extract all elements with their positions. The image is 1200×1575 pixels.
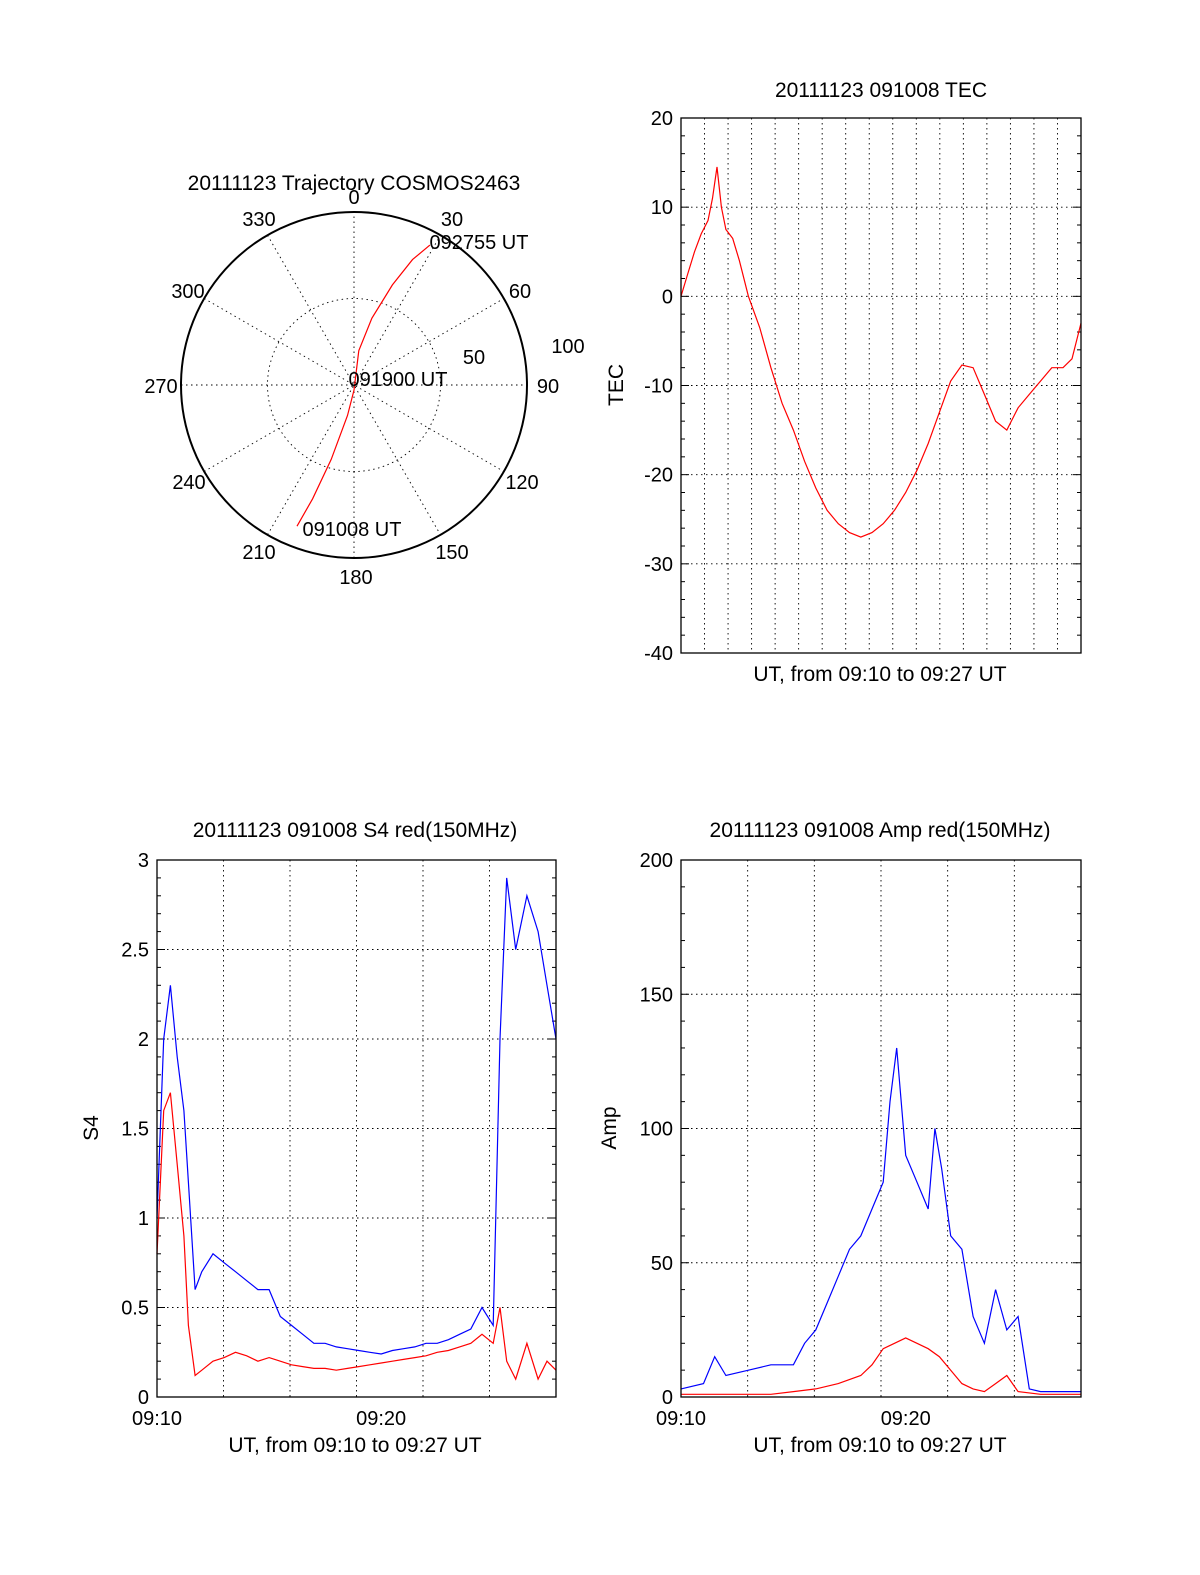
polar-angle-label-120: 120 <box>505 472 538 494</box>
tec-x-label: UT, from 09:10 to 09:27 UT <box>753 663 1006 686</box>
s4-x-label: UT, from 09:10 to 09:27 UT <box>228 1434 481 1457</box>
s4-series-red-line <box>156 1092 557 1381</box>
amp-ytick-label: 0 <box>662 1387 673 1409</box>
s4-ytick-label: 0.5 <box>121 1298 149 1320</box>
s4-series-blue-line <box>156 877 557 1355</box>
polar-grid <box>181 212 527 558</box>
tec-title: 20111123 091008 TEC <box>775 79 987 102</box>
tec-ytick-label: 20 <box>651 108 673 130</box>
polar-outer-ring <box>180 211 528 559</box>
annotation-end-time: 092755 UT <box>430 232 529 254</box>
amp-grid <box>681 860 1081 1397</box>
amp-series-blue-line <box>680 1047 1081 1393</box>
amp-title: 20111123 091008 Amp red(150MHz) <box>710 819 1051 842</box>
amp-y-ticks: 200 150 100 50 0 <box>640 850 1081 1409</box>
s4-grid <box>157 860 556 1397</box>
s4-xtick-label: 09:20 <box>356 1408 406 1430</box>
s4-y-ticks: 3 2.5 2 1.5 1 0.5 0 <box>121 850 556 1409</box>
annotation-mid-time: 091900 UT <box>349 369 448 391</box>
polar-angle-label-180: 180 <box>339 567 372 589</box>
s4-ytick-label: 2 <box>138 1029 149 1051</box>
polar-trajectory-line <box>296 244 431 527</box>
s4-x-ticks: 09:10 09:20 <box>132 1408 406 1430</box>
s4-ytick-label: 0 <box>138 1387 149 1409</box>
s4-ytick-label: 2.5 <box>121 940 149 962</box>
amp-x-ticks: 09:10 09:20 <box>656 1408 931 1430</box>
tec-grid <box>681 118 1081 653</box>
polar-angle-label-150: 150 <box>435 542 468 564</box>
tec-chart: 20111123 091008 TEC 20 10 0 -10 -20 -30 -40 UT… <box>605 79 1082 686</box>
amp-ytick-label: 50 <box>651 1253 673 1275</box>
polar-radial-label-100: 100 <box>551 336 584 358</box>
tec-ytick-label: -10 <box>644 376 673 398</box>
polar-angle-label-270: 270 <box>144 376 177 398</box>
polar-angle-label-330: 330 <box>242 209 275 231</box>
tec-ytick-label: -40 <box>644 643 673 665</box>
amp-x-label: UT, from 09:10 to 09:27 UT <box>753 1434 1006 1457</box>
amp-axes-frame <box>680 859 1082 1398</box>
tec-ytick-label: -30 <box>644 554 673 576</box>
polar-chart: 20111123 Trajectory COSMOS2463 0 30 60 90 12… <box>144 172 584 589</box>
polar-angle-labels: 0 30 60 90 120 150 180 210 240 270 300 330 <box>144 187 559 589</box>
amp-y-label: Amp <box>598 1106 621 1149</box>
tec-ytick-label: 10 <box>651 197 673 219</box>
tec-series-line <box>680 166 1082 538</box>
s4-ytick-label: 1.5 <box>121 1119 149 1141</box>
amp-chart: 20111123 091008 Amp red(150MHz) 200 150 10… <box>598 819 1082 1457</box>
amp-xtick-label: 09:20 <box>881 1408 931 1430</box>
tec-y-ticks: 20 10 0 -10 -20 -30 -40 <box>644 108 1081 665</box>
s4-xtick-label: 09:10 <box>132 1408 182 1430</box>
polar-angle-label-240: 240 <box>172 472 205 494</box>
s4-axes-frame <box>156 859 557 1398</box>
polar-angle-label-210: 210 <box>242 542 275 564</box>
amp-ytick-label: 150 <box>640 984 673 1006</box>
annotation-start-time: 091008 UT <box>303 519 402 541</box>
amp-ytick-label: 100 <box>640 1119 673 1141</box>
polar-radial-label-50: 50 <box>463 347 485 369</box>
polar-angle-label-90: 90 <box>537 376 559 398</box>
polar-angle-label-300: 300 <box>171 281 204 303</box>
s4-title: 20111123 091008 S4 red(150MHz) <box>193 819 518 842</box>
s4-y-label: S4 <box>80 1115 103 1141</box>
polar-title: 20111123 Trajectory COSMOS2463 <box>188 172 521 195</box>
s4-ytick-label: 1 <box>138 1208 149 1230</box>
polar-angle-label-30: 30 <box>441 209 463 231</box>
amp-series-red-line <box>681 1337 1081 1395</box>
tec-y-label: TEC <box>605 364 628 406</box>
tec-ytick-label: -20 <box>644 465 673 487</box>
amp-xtick-label: 09:10 <box>656 1408 706 1430</box>
polar-angle-label-0: 0 <box>348 187 359 209</box>
amp-ytick-label: 200 <box>640 850 673 872</box>
tec-axes-frame <box>680 117 1082 654</box>
s4-ytick-label: 3 <box>138 850 149 872</box>
s4-chart: 20111123 091008 S4 red(150MHz) 3 2.5 2 1.5 1… <box>80 819 557 1457</box>
tec-ytick-label: 0 <box>662 286 673 308</box>
polar-angle-label-60: 60 <box>509 281 531 303</box>
